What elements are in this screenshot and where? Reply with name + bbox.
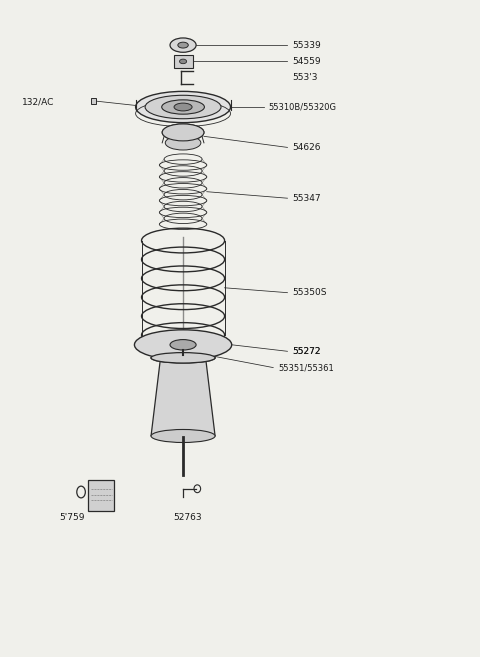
FancyBboxPatch shape (174, 55, 192, 68)
Text: 55272: 55272 (292, 347, 321, 356)
Ellipse shape (180, 59, 187, 64)
Ellipse shape (170, 340, 196, 350)
Text: 553'3: 553'3 (292, 73, 318, 82)
Ellipse shape (170, 38, 196, 53)
Ellipse shape (136, 91, 230, 123)
Ellipse shape (151, 353, 215, 363)
Text: 55339: 55339 (292, 41, 321, 50)
Ellipse shape (165, 136, 201, 150)
Text: 55350S: 55350S (292, 288, 327, 297)
Text: 55310B/55320G: 55310B/55320G (268, 102, 336, 112)
Ellipse shape (162, 100, 204, 114)
Text: 55272: 55272 (292, 347, 321, 356)
Text: 55351/55361: 55351/55361 (278, 363, 334, 372)
Ellipse shape (162, 124, 204, 141)
Ellipse shape (178, 42, 188, 48)
Text: 52763: 52763 (174, 513, 202, 522)
Ellipse shape (162, 124, 204, 141)
FancyBboxPatch shape (88, 480, 114, 511)
Ellipse shape (151, 353, 215, 363)
Text: 5'759: 5'759 (60, 513, 85, 522)
Ellipse shape (151, 430, 215, 443)
Ellipse shape (145, 95, 221, 119)
Ellipse shape (174, 103, 192, 111)
Text: 54559: 54559 (292, 57, 321, 66)
FancyBboxPatch shape (91, 98, 96, 104)
Ellipse shape (134, 330, 232, 360)
Text: 132/AC: 132/AC (22, 97, 54, 106)
Polygon shape (151, 358, 215, 436)
Text: 54626: 54626 (292, 143, 321, 152)
Text: 55347: 55347 (292, 194, 321, 203)
